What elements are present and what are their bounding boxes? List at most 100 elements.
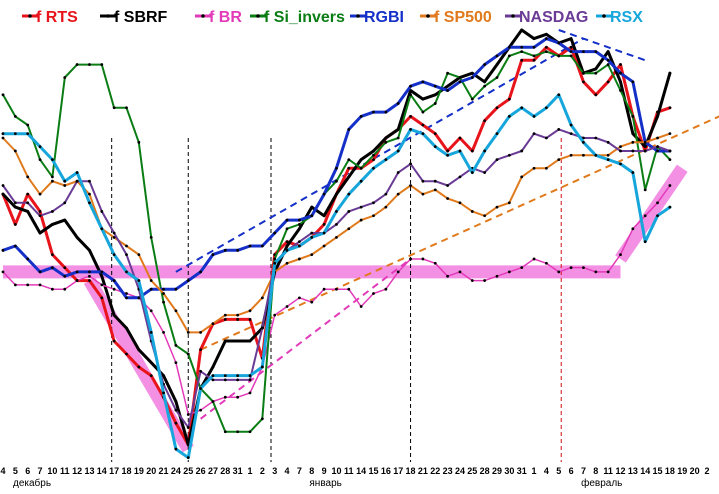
legend-label: f SP500 — [434, 9, 492, 26]
data-point-si_invers — [248, 430, 252, 434]
data-point-si_invers — [13, 115, 17, 118]
data-point-sbrf — [384, 136, 388, 140]
data-point-rts — [223, 318, 227, 321]
data-point-rgbi — [26, 257, 30, 261]
data-point-rts — [100, 296, 104, 300]
data-point-nasdag — [483, 171, 487, 174]
data-point-rts — [322, 223, 326, 226]
data-point-nasdag — [335, 223, 338, 226]
data-point-rsx — [372, 166, 375, 170]
data-point-si_invers — [359, 166, 363, 170]
x-tick-label: 24 — [455, 466, 465, 476]
data-point-si_invers — [75, 63, 79, 66]
data-point-rgbi — [100, 270, 104, 274]
data-point-rgbi — [347, 127, 351, 131]
data-point-sbrf — [483, 80, 487, 84]
data-point-rgbi — [631, 80, 635, 84]
data-point-sp500 — [569, 153, 573, 157]
data-point-br — [174, 361, 178, 365]
data-point-sp500 — [335, 235, 338, 239]
RGBI-trend — [175, 37, 584, 273]
data-point-br — [38, 283, 42, 287]
data-point-rsx — [656, 214, 659, 218]
data-point-rgbi — [112, 279, 116, 282]
data-point-rts — [199, 348, 203, 352]
data-point-rsx — [75, 171, 79, 174]
data-point-sp500 — [619, 145, 622, 149]
data-point-br — [347, 287, 351, 291]
data-point-sp500 — [260, 296, 264, 300]
data-point-nasdag — [100, 210, 104, 213]
data-point-rts — [594, 93, 598, 97]
x-tick-label: 29 — [492, 466, 502, 476]
data-point-si_invers — [285, 227, 289, 231]
data-point-rgbi — [656, 149, 659, 153]
data-point-nasdag — [75, 179, 79, 183]
data-point-rsx — [594, 153, 598, 157]
data-point-rgbi — [211, 253, 215, 257]
data-point-sbrf — [372, 149, 375, 153]
data-point-si_invers — [520, 50, 524, 53]
data-point-sp500 — [446, 197, 449, 200]
data-point-sp500 — [643, 140, 647, 144]
data-point-sbrf — [75, 235, 79, 239]
data-point-nasdag — [668, 149, 672, 153]
data-point-nasdag — [433, 179, 437, 183]
data-point-nasdag — [112, 231, 116, 235]
data-point-si_invers — [186, 352, 190, 356]
data-point-rsx — [396, 149, 400, 153]
data-point-rgbi — [125, 296, 128, 300]
data-point-br — [483, 279, 487, 282]
data-point-br — [372, 292, 375, 295]
data-point-rts — [483, 119, 487, 123]
data-point-rts — [38, 210, 42, 213]
data-point-nasdag — [557, 127, 561, 131]
data-point-sbrf — [433, 93, 437, 97]
x-tick-label: 21 — [159, 466, 169, 476]
data-point-sp500 — [582, 153, 585, 157]
data-point-rsx — [359, 179, 363, 183]
x-tick-label: 16 — [381, 466, 391, 476]
data-point-rsx — [51, 158, 54, 162]
data-point-sbrf — [495, 63, 499, 66]
data-point-sbrf — [248, 339, 252, 343]
data-point-nasdag — [298, 240, 301, 244]
data-point-sbrf — [1, 192, 5, 196]
x-tick-label: 1 — [532, 466, 537, 476]
data-point-rsx — [347, 192, 351, 196]
x-tick-label: 17 — [393, 466, 403, 476]
x-tick-label: 31 — [517, 466, 527, 476]
data-point-sp500 — [668, 132, 672, 136]
x-axis: 4 5 6 7 10 11 12 13 14 17 18 19 20 21 24 25 26 27 28 31 1 2 3 4… — [0, 466, 709, 489]
data-point-sp500 — [409, 184, 412, 187]
legend-label: RSX — [610, 9, 643, 26]
data-point-sp500 — [199, 331, 203, 334]
data-point-nasdag — [223, 378, 227, 382]
data-point-si_invers — [63, 76, 67, 79]
data-point-si_invers — [335, 179, 338, 183]
data-point-rts — [372, 158, 375, 162]
x-tick-label: 11 — [344, 466, 354, 476]
data-point-br — [545, 261, 548, 265]
data-point-sbrf — [335, 192, 338, 196]
data-point-rgbi — [569, 50, 573, 53]
data-point-sbrf — [26, 210, 30, 213]
data-point-si_invers — [557, 54, 561, 58]
x-tick-label: 20 — [146, 466, 156, 476]
data-point-br — [557, 270, 561, 274]
data-point-rgbi — [557, 41, 561, 45]
data-point-rgbi — [13, 244, 17, 248]
legend-swatch-dot — [426, 14, 430, 18]
data-point-br — [409, 257, 412, 261]
data-point-nasdag — [1, 184, 5, 187]
data-point-nasdag — [619, 149, 622, 153]
data-point-si_invers — [211, 400, 215, 403]
data-point-rts — [545, 45, 548, 49]
data-point-nasdag — [545, 136, 548, 140]
data-point-nasdag — [186, 426, 190, 429]
data-point-rts — [137, 365, 141, 369]
data-point-sp500 — [656, 136, 659, 140]
x-tick-label: 21 — [418, 466, 428, 476]
data-point-rts — [433, 132, 437, 136]
